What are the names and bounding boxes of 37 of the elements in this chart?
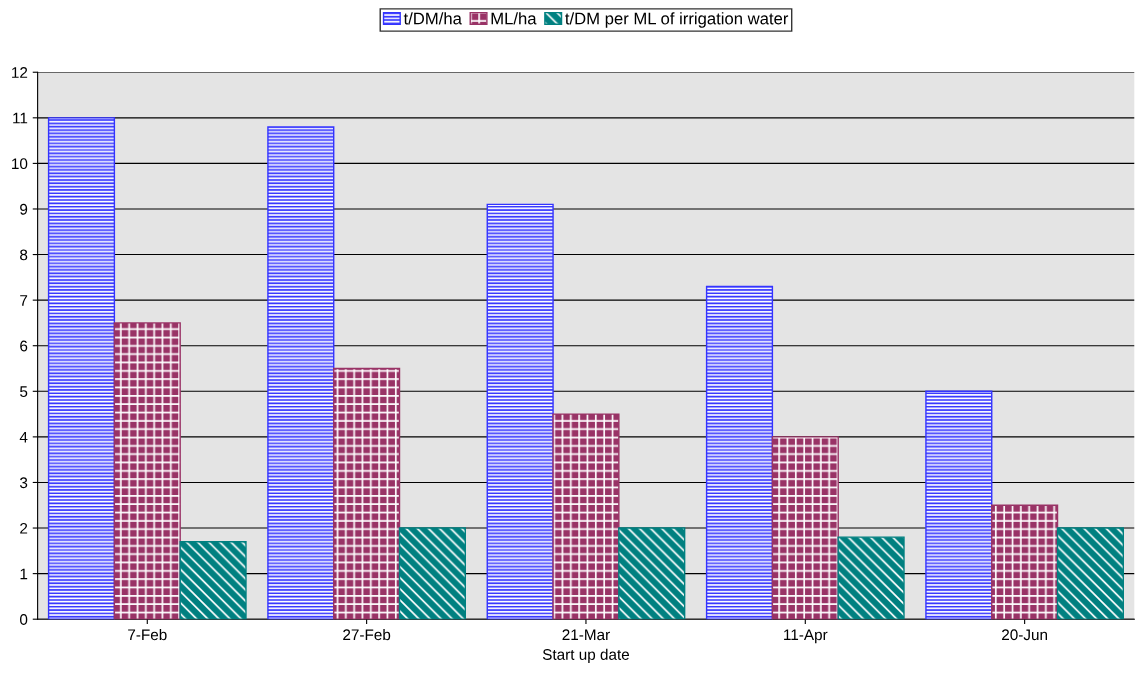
y-tick-label: 12 bbox=[12, 67, 28, 78]
bar bbox=[113, 322, 181, 620]
legend-label: t/DM/ha bbox=[403, 12, 462, 25]
bar bbox=[267, 126, 335, 620]
x-axis-title: Start up date bbox=[542, 648, 630, 663]
x-tick-label: 7-Feb bbox=[128, 628, 167, 641]
y-tick-label: 7 bbox=[20, 295, 28, 306]
y-tick-label: 10 bbox=[12, 158, 28, 170]
y-tick-label: 0 bbox=[20, 614, 28, 625]
bar bbox=[333, 367, 401, 620]
bar bbox=[991, 504, 1059, 620]
bar bbox=[925, 390, 993, 620]
bar bbox=[398, 527, 467, 620]
y-tick-label: 1 bbox=[20, 568, 28, 580]
x-tick-label: 11-Apr bbox=[784, 629, 828, 644]
y-tick-label: 4 bbox=[19, 431, 28, 443]
legend-label: t/DM per ML of irrigation water bbox=[565, 12, 789, 28]
legend-label: ML/ha bbox=[491, 12, 537, 25]
x-tick-label: 20-Jun bbox=[1002, 629, 1047, 641]
bar bbox=[552, 413, 620, 620]
bar bbox=[47, 117, 116, 620]
bar bbox=[1056, 527, 1125, 620]
y-tick-label: 6 bbox=[20, 340, 28, 352]
bar bbox=[837, 536, 905, 620]
bar bbox=[771, 436, 839, 620]
bar bbox=[705, 285, 774, 620]
y-tick-label: 8 bbox=[20, 249, 28, 261]
y-tick-label: 2 bbox=[20, 522, 28, 534]
bar bbox=[486, 203, 554, 620]
bar bbox=[618, 527, 686, 620]
x-tick-label: 21-Mar bbox=[562, 629, 610, 641]
bar bbox=[179, 541, 247, 620]
x-tick-label: 27-Feb bbox=[343, 628, 391, 641]
y-tick-label: 9 bbox=[20, 203, 28, 215]
y-tick-label: 5 bbox=[20, 386, 28, 397]
y-tick-label: 11 bbox=[13, 112, 28, 124]
y-tick-label: 3 bbox=[19, 477, 28, 489]
